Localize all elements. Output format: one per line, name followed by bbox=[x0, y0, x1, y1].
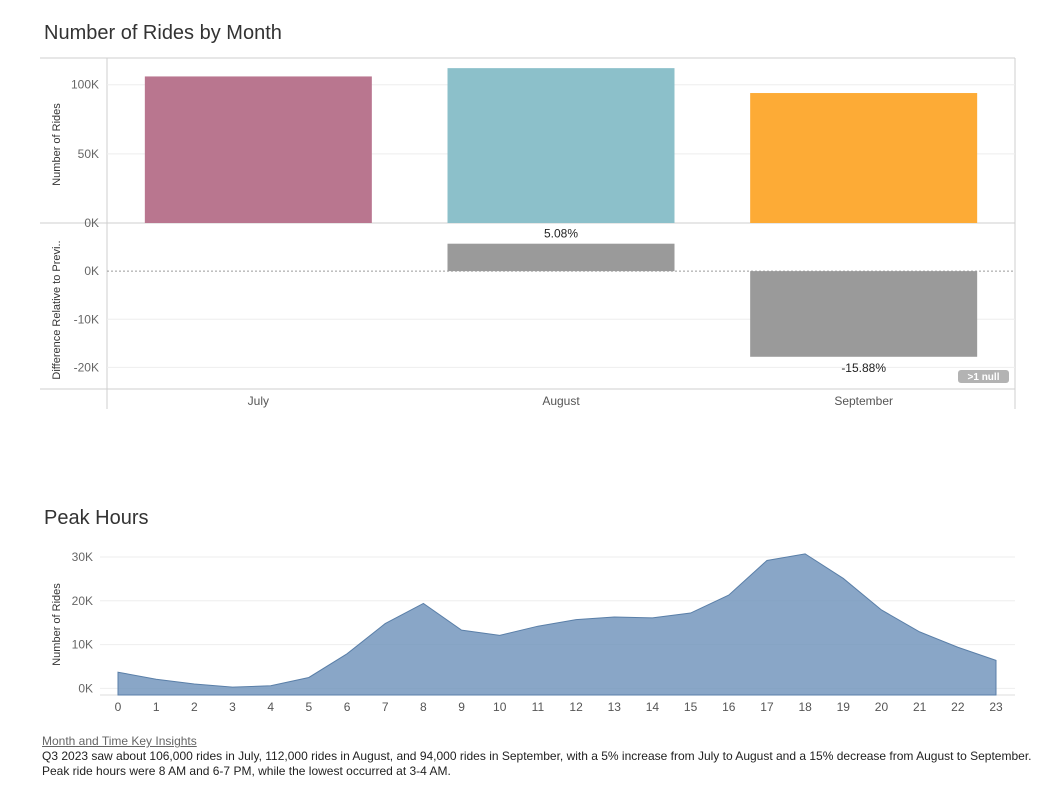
x-tick-label: 19 bbox=[837, 700, 851, 714]
data-point-hour-2 bbox=[193, 683, 195, 685]
x-tick-label: 20 bbox=[875, 700, 889, 714]
insights-panel: Month and Time Key Insights Q3 2023 saw … bbox=[42, 734, 1032, 779]
x-tick-label: 7 bbox=[382, 700, 389, 714]
y-tick-label: 30K bbox=[72, 550, 93, 564]
bar-september bbox=[750, 93, 978, 223]
data-point-hour-23 bbox=[995, 659, 997, 661]
data-point-hour-13 bbox=[613, 616, 615, 618]
peak-hours-title: Peak Hours bbox=[44, 507, 149, 529]
data-point-hour-22 bbox=[957, 646, 959, 648]
x-tick-label: 0 bbox=[115, 700, 122, 714]
data-point-hour-6 bbox=[346, 653, 348, 655]
x-tick-label: 21 bbox=[913, 700, 927, 714]
diff-data-label: -15.88% bbox=[841, 361, 886, 375]
diff-bar-september bbox=[750, 271, 978, 357]
data-point-hour-9 bbox=[460, 629, 462, 631]
x-tick-label: 9 bbox=[458, 700, 465, 714]
x-tick-label: 16 bbox=[722, 700, 736, 714]
x-tick-label: 1 bbox=[153, 700, 160, 714]
data-point-hour-18 bbox=[804, 553, 806, 555]
data-point-hour-21 bbox=[918, 631, 920, 633]
data-point-hour-8 bbox=[422, 602, 424, 604]
x-tick-label: 12 bbox=[569, 700, 583, 714]
x-tick-label: 8 bbox=[420, 700, 427, 714]
data-point-hour-14 bbox=[651, 617, 653, 619]
x-tick-label: July bbox=[248, 394, 269, 408]
y-tick-label: 100K bbox=[71, 78, 99, 92]
x-tick-label: 14 bbox=[646, 700, 660, 714]
y-axis-label: Number of Rides bbox=[51, 583, 63, 666]
data-point-hour-17 bbox=[766, 559, 768, 561]
bar-july bbox=[144, 76, 372, 223]
x-tick-label: 4 bbox=[267, 700, 274, 714]
data-point-hour-16 bbox=[728, 594, 730, 596]
y-tick-label: 0K bbox=[78, 681, 93, 695]
diff-data-label: 5.08% bbox=[544, 227, 578, 241]
data-point-hour-20 bbox=[880, 609, 882, 611]
insights-text: Q3 2023 saw about 106,000 rides in July,… bbox=[42, 749, 1032, 778]
null-badge-label: >1 null bbox=[968, 372, 1000, 383]
diff-bar-august bbox=[447, 243, 675, 272]
x-tick-label: 23 bbox=[989, 700, 1003, 714]
y-axis-label: Number of Rides bbox=[51, 103, 63, 186]
data-point-hour-15 bbox=[689, 612, 691, 614]
peak-hours-area bbox=[117, 553, 997, 696]
y-tick-label: 20K bbox=[72, 594, 93, 608]
x-tick-label: 6 bbox=[344, 700, 351, 714]
data-point-hour-1 bbox=[155, 678, 157, 680]
x-tick-label: 22 bbox=[951, 700, 965, 714]
data-point-hour-12 bbox=[575, 618, 577, 620]
x-tick-label: 3 bbox=[229, 700, 236, 714]
x-tick-label: August bbox=[542, 394, 580, 408]
data-point-hour-7 bbox=[384, 622, 386, 624]
data-point-hour-11 bbox=[537, 625, 539, 627]
y-tick-label: 50K bbox=[78, 147, 99, 161]
x-tick-label: 5 bbox=[306, 700, 313, 714]
x-tick-label: 17 bbox=[760, 700, 774, 714]
x-tick-label: September bbox=[834, 394, 893, 408]
data-point-hour-0 bbox=[117, 671, 119, 673]
x-tick-label: 10 bbox=[493, 700, 507, 714]
x-tick-label: 13 bbox=[608, 700, 622, 714]
y-tick-label: 0K bbox=[84, 264, 99, 278]
bar-august bbox=[447, 68, 675, 223]
y-tick-label: 0K bbox=[84, 216, 99, 230]
y-tick-label: -20K bbox=[74, 360, 99, 374]
data-point-hour-3 bbox=[231, 686, 233, 688]
x-tick-label: 15 bbox=[684, 700, 698, 714]
insights-title: Month and Time Key Insights bbox=[42, 734, 197, 748]
null-badge bbox=[958, 370, 1009, 383]
data-point-hour-10 bbox=[499, 634, 501, 636]
y-axis-label: Difference Relative to Previ.. bbox=[51, 240, 63, 379]
data-point-hour-5 bbox=[308, 676, 310, 678]
x-tick-label: 18 bbox=[798, 700, 812, 714]
monthly-chart-title: Number of Rides by Month bbox=[44, 22, 282, 44]
y-tick-label: -10K bbox=[74, 312, 99, 326]
x-tick-label: 2 bbox=[191, 700, 198, 714]
data-point-hour-4 bbox=[269, 685, 271, 687]
data-point-hour-19 bbox=[842, 577, 844, 579]
y-tick-label: 10K bbox=[72, 638, 93, 652]
x-tick-label: 11 bbox=[532, 700, 545, 714]
monthly-rides-chart: 0K 50K 100K Number of Rides 0K -10K -20K 5.08% -… bbox=[40, 57, 1016, 409]
